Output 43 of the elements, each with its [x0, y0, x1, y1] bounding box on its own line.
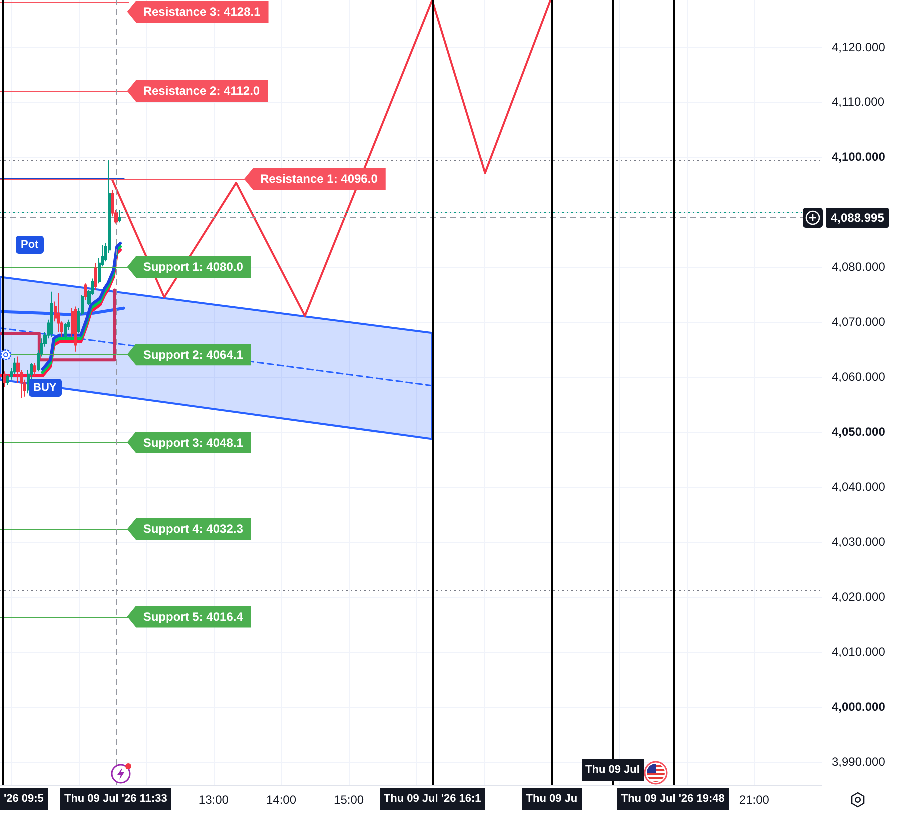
ref-line-label: Support 2: 4064.1: [127, 344, 252, 366]
y-tick-label: 4,010.000: [832, 644, 886, 659]
y-tick-label: 4,040.000: [832, 480, 886, 494]
y-tick-label: 4,100.000: [832, 150, 886, 164]
ref-line-label: Resistance 1: 4096.0: [244, 168, 386, 190]
candlestick: [57, 293, 60, 333]
y-tick-label: 4,030.000: [832, 535, 886, 550]
annotation: Pot: [16, 236, 44, 254]
candlestick: [74, 306, 77, 352]
y-tick-label: 4,120.000: [832, 40, 886, 54]
y-tick-label: 4,020.000: [832, 590, 886, 604]
y-tick-label: 4,110.000: [832, 95, 885, 110]
ref-line-label: Thu 09 Jul '26 16:1: [380, 788, 486, 810]
y-tick-label: 4,080.000: [832, 260, 886, 274]
candlestick: [50, 291, 53, 338]
ref-line-label: Thu 09 Jul '26 19:48: [617, 788, 729, 810]
ref-line-label: Resistance 3: 4128.1: [127, 1, 269, 23]
line-series: [112, 0, 552, 318]
x-tick-label: 15:00: [334, 793, 364, 807]
y-tick-label: 4,070.000: [832, 315, 886, 330]
candlestick: [84, 283, 87, 301]
ref-line-label: Thu 09 Jul '26 11:33: [60, 788, 172, 810]
y-tick-label: 4,000.000: [832, 700, 886, 714]
ref-line-label: Thu 09 Ju: [522, 788, 582, 810]
x-tick-label: 21:00: [739, 793, 770, 807]
candlestick: [94, 262, 97, 291]
y-tick-label: 4,050.000: [832, 425, 886, 440]
ref-line-label: Resistance 2: 4112.0: [127, 80, 268, 102]
x-tick-label: 14:00: [266, 793, 297, 807]
ref-line-label: Support 1: 4080.0: [127, 256, 252, 278]
y-tick-label: 3,990.000: [832, 754, 886, 769]
ref-line-label: Thu 09 Jul: [582, 759, 644, 781]
ref-line-label: '26 09:5: [0, 788, 48, 810]
ref-line-label: Support 5: 4016.4: [127, 606, 252, 628]
ref-line-label: Support 4: 4032.3: [127, 518, 252, 540]
annotation: BUY: [28, 379, 62, 398]
ref-line-label: 4,088.995: [826, 208, 890, 228]
x-tick-label: 13:00: [198, 793, 230, 807]
candlestick: [3, 371, 6, 388]
y-tick-label: 4,060.000: [832, 370, 886, 384]
ref-line-label: Support 3: 4048.1: [127, 432, 252, 454]
candlestick: [64, 322, 67, 340]
candlestick: [33, 362, 36, 378]
